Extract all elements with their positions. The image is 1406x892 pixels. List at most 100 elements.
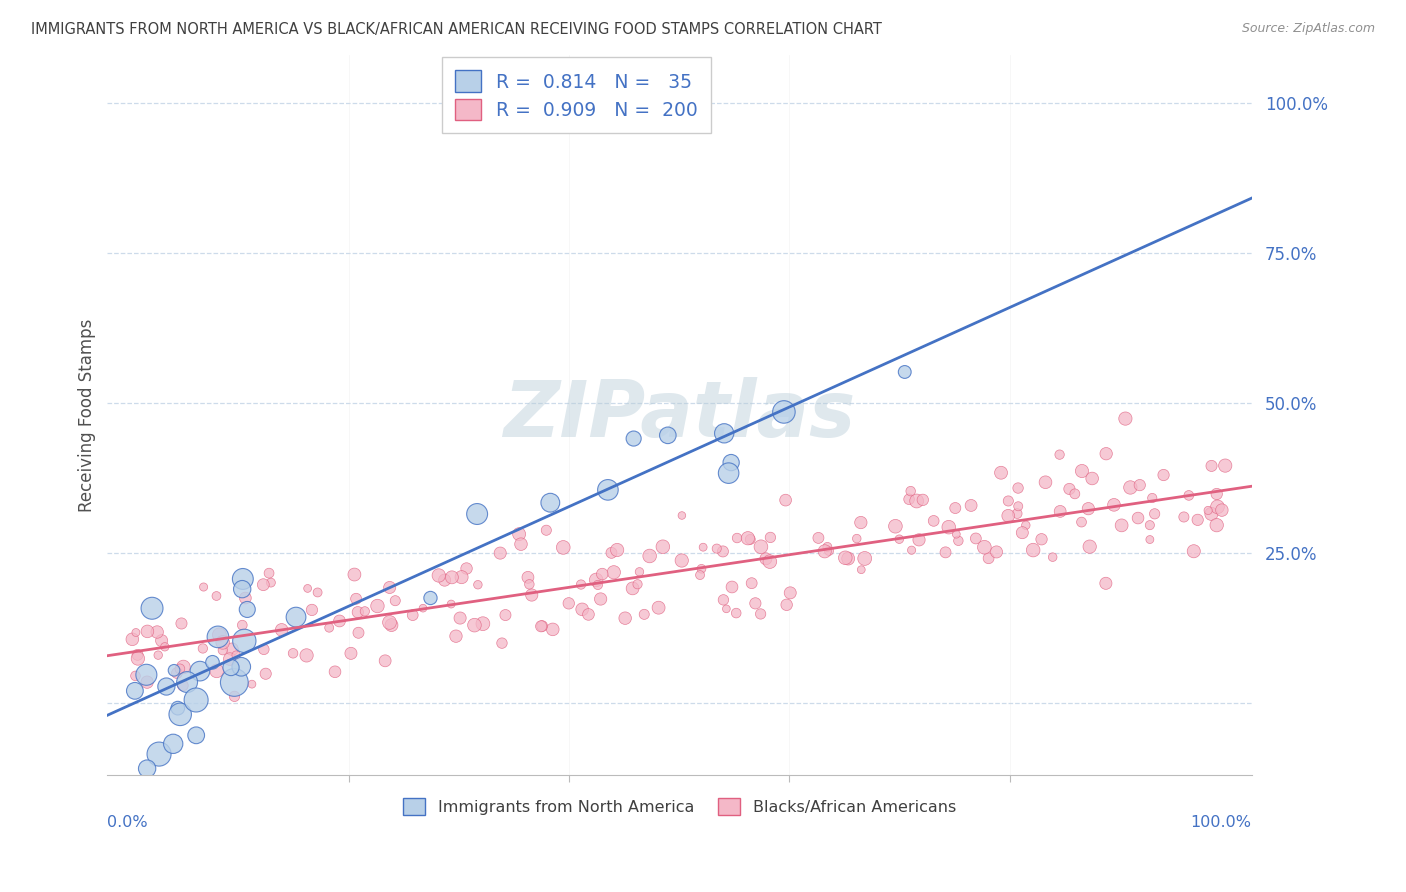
Point bbox=[232, 572, 254, 586]
Text: Source: ZipAtlas.com: Source: ZipAtlas.com bbox=[1241, 22, 1375, 36]
Point bbox=[538, 496, 561, 510]
Point bbox=[235, 591, 257, 605]
Text: ZIPatlas: ZIPatlas bbox=[503, 377, 856, 453]
Point bbox=[853, 551, 876, 566]
Point bbox=[508, 527, 530, 541]
Point bbox=[1197, 503, 1219, 517]
Point bbox=[463, 618, 485, 632]
Point bbox=[323, 665, 346, 679]
Point bbox=[301, 603, 323, 617]
Point bbox=[807, 531, 830, 545]
Point bbox=[531, 619, 554, 633]
Point bbox=[205, 589, 228, 603]
Point bbox=[1063, 487, 1085, 501]
Point bbox=[621, 582, 644, 596]
Point bbox=[692, 540, 714, 554]
Point bbox=[1070, 515, 1092, 529]
Point bbox=[191, 641, 214, 656]
Text: 100.0%: 100.0% bbox=[1191, 814, 1251, 830]
Point bbox=[898, 492, 921, 507]
Point bbox=[136, 624, 159, 639]
Point bbox=[444, 629, 467, 643]
Point bbox=[127, 651, 149, 665]
Point bbox=[343, 567, 366, 582]
Point bbox=[530, 619, 553, 633]
Point bbox=[169, 707, 191, 722]
Point bbox=[603, 566, 626, 580]
Point bbox=[150, 633, 173, 648]
Point bbox=[307, 585, 329, 599]
Point bbox=[260, 575, 283, 590]
Point bbox=[977, 551, 1000, 566]
Point bbox=[741, 576, 763, 591]
Point bbox=[657, 428, 679, 442]
Point bbox=[1142, 491, 1164, 505]
Point bbox=[900, 543, 922, 558]
Point bbox=[1205, 518, 1227, 533]
Point bbox=[384, 593, 406, 607]
Point bbox=[224, 675, 246, 690]
Point bbox=[725, 606, 748, 620]
Point bbox=[205, 664, 228, 678]
Point bbox=[148, 648, 170, 662]
Point bbox=[146, 625, 169, 640]
Point bbox=[834, 550, 856, 565]
Point bbox=[1139, 533, 1161, 547]
Point bbox=[671, 508, 693, 523]
Point bbox=[186, 728, 208, 742]
Point bbox=[536, 523, 558, 537]
Point bbox=[911, 492, 934, 507]
Point bbox=[440, 570, 463, 584]
Point bbox=[1059, 482, 1081, 496]
Point bbox=[491, 636, 513, 650]
Point bbox=[717, 466, 740, 480]
Point bbox=[1007, 500, 1029, 514]
Point bbox=[755, 551, 778, 566]
Point bbox=[465, 507, 488, 521]
Point bbox=[749, 607, 772, 621]
Point bbox=[519, 577, 541, 591]
Point bbox=[1005, 507, 1028, 521]
Point bbox=[450, 570, 472, 584]
Text: 0.0%: 0.0% bbox=[107, 814, 148, 830]
Point bbox=[1126, 511, 1149, 525]
Point bbox=[201, 655, 224, 669]
Point bbox=[586, 578, 609, 592]
Point bbox=[1095, 576, 1118, 591]
Point bbox=[1114, 411, 1136, 425]
Point bbox=[340, 646, 363, 660]
Point bbox=[1205, 487, 1227, 501]
Legend: Immigrants from North America, Blacks/African Americans: Immigrants from North America, Blacks/Af… bbox=[396, 792, 963, 822]
Point bbox=[211, 635, 233, 649]
Point bbox=[211, 643, 233, 657]
Point bbox=[224, 690, 246, 704]
Point bbox=[176, 675, 198, 690]
Point bbox=[346, 605, 368, 619]
Point bbox=[814, 544, 837, 558]
Point bbox=[169, 662, 191, 676]
Point bbox=[759, 555, 782, 569]
Point bbox=[960, 499, 983, 513]
Point bbox=[1022, 543, 1045, 558]
Point bbox=[849, 516, 872, 530]
Point bbox=[633, 607, 655, 622]
Point bbox=[440, 597, 463, 611]
Point bbox=[990, 466, 1012, 480]
Point bbox=[353, 604, 375, 618]
Point bbox=[1119, 480, 1142, 494]
Point bbox=[943, 501, 966, 516]
Point bbox=[412, 601, 434, 615]
Point bbox=[749, 540, 772, 554]
Point bbox=[172, 678, 194, 692]
Point bbox=[124, 669, 146, 683]
Point bbox=[520, 588, 543, 602]
Point bbox=[347, 625, 370, 640]
Point bbox=[295, 648, 318, 663]
Point bbox=[193, 580, 215, 594]
Point bbox=[651, 540, 673, 554]
Point bbox=[973, 540, 995, 554]
Point bbox=[1213, 458, 1236, 473]
Point bbox=[818, 544, 841, 558]
Point bbox=[516, 570, 538, 584]
Point bbox=[127, 648, 149, 662]
